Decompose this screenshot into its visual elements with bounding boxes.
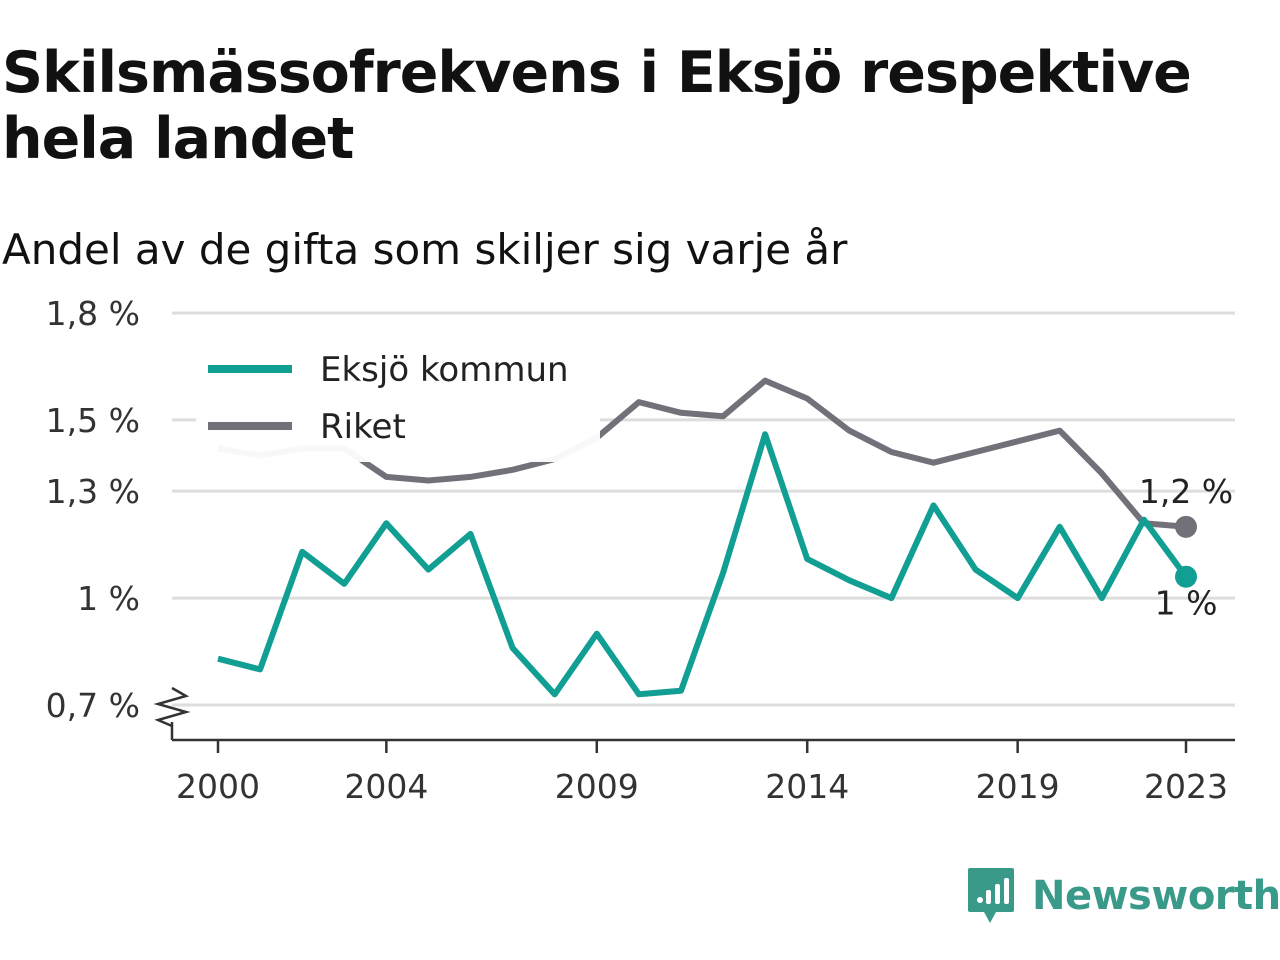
x-tick-label: 2019 (976, 767, 1060, 806)
x-tick-label: 2000 (176, 767, 260, 806)
newsworthy-logo-icon (968, 868, 1014, 923)
legend-background (196, 336, 600, 462)
newsworthy-brand: Newsworthy (966, 866, 1280, 926)
series-line (217, 431, 1189, 698)
line-chart: 0,7 % 1 % 1,3 % 1,5 % 1,8 % 2000 2004 2009 2014 2… (46, 294, 1235, 806)
end-labels: 1 % 1,2 % (1139, 472, 1233, 623)
x-tick-label: 2023 (1144, 767, 1228, 806)
x-tick-label: 2004 (344, 767, 428, 806)
y-tick-label: 1,3 % (46, 472, 140, 511)
chart-subtitle: Andel av de gifta som skiljer sig varje … (2, 225, 848, 274)
axis-break-icon (153, 686, 191, 728)
legend-label: Riket (320, 407, 406, 447)
y-tick-label: 1,5 % (46, 401, 140, 440)
x-tick-label: 2009 (555, 767, 639, 806)
brand-name: Newsworthy (1032, 873, 1280, 919)
end-value-label: 1,2 % (1139, 472, 1233, 511)
y-tick-label: 1,8 % (46, 294, 140, 333)
legend: Eksjö kommun Riket (196, 336, 600, 462)
chart-title: Skilsmässofrekvens i Eksjö respektive he… (2, 40, 1192, 172)
grid-lines (172, 311, 1235, 707)
end-point (1175, 515, 1197, 538)
end-value-label: 1 % (1155, 584, 1218, 623)
end-point (1175, 565, 1197, 588)
y-tick-label: 1 % (77, 579, 140, 618)
x-tick-label: 2014 (765, 767, 849, 806)
y-tick-label: 0,7 % (46, 686, 140, 725)
axes: 0,7 % 1 % 1,3 % 1,5 % 1,8 % 2000 2004 2009 2014 2… (46, 294, 1235, 806)
series-lines (217, 377, 1189, 698)
legend-label: Eksjö kommun (320, 350, 569, 390)
series-line (217, 377, 1187, 530)
